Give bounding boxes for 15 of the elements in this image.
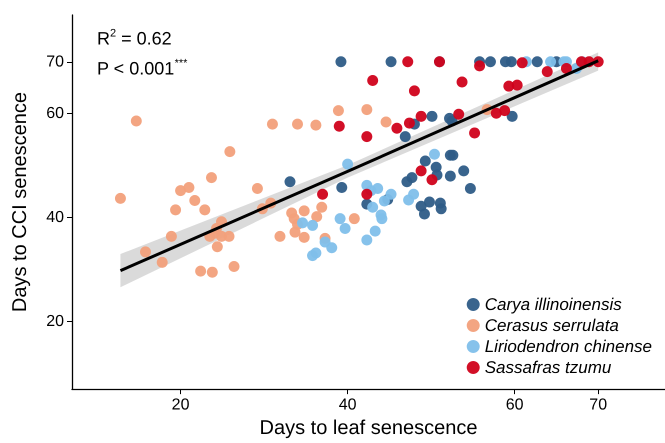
annotation: P < 0.001*** — [97, 58, 188, 78]
legend-label: Sassafras tzumu — [484, 358, 612, 377]
y-axis-title: Days to CCI senescence — [9, 92, 31, 312]
x-tick-label: 20 — [172, 396, 190, 414]
legend-label: Liriodendron chinense — [484, 337, 652, 356]
legend-label: Cerasus serrulata — [484, 316, 619, 335]
x-tick-label: 60 — [506, 396, 524, 414]
y-tick-label: 60 — [46, 105, 64, 122]
legend-label: Carya illinoinensis — [484, 295, 622, 314]
x-axis-title: Days to leaf senescence — [260, 417, 478, 439]
y-tick-label: 20 — [46, 313, 64, 330]
x-tick-label: 40 — [338, 396, 357, 414]
x-tick-label: 70 — [589, 396, 608, 414]
y-tick-label: 40 — [46, 209, 64, 226]
y-tick-label: 70 — [46, 53, 64, 70]
